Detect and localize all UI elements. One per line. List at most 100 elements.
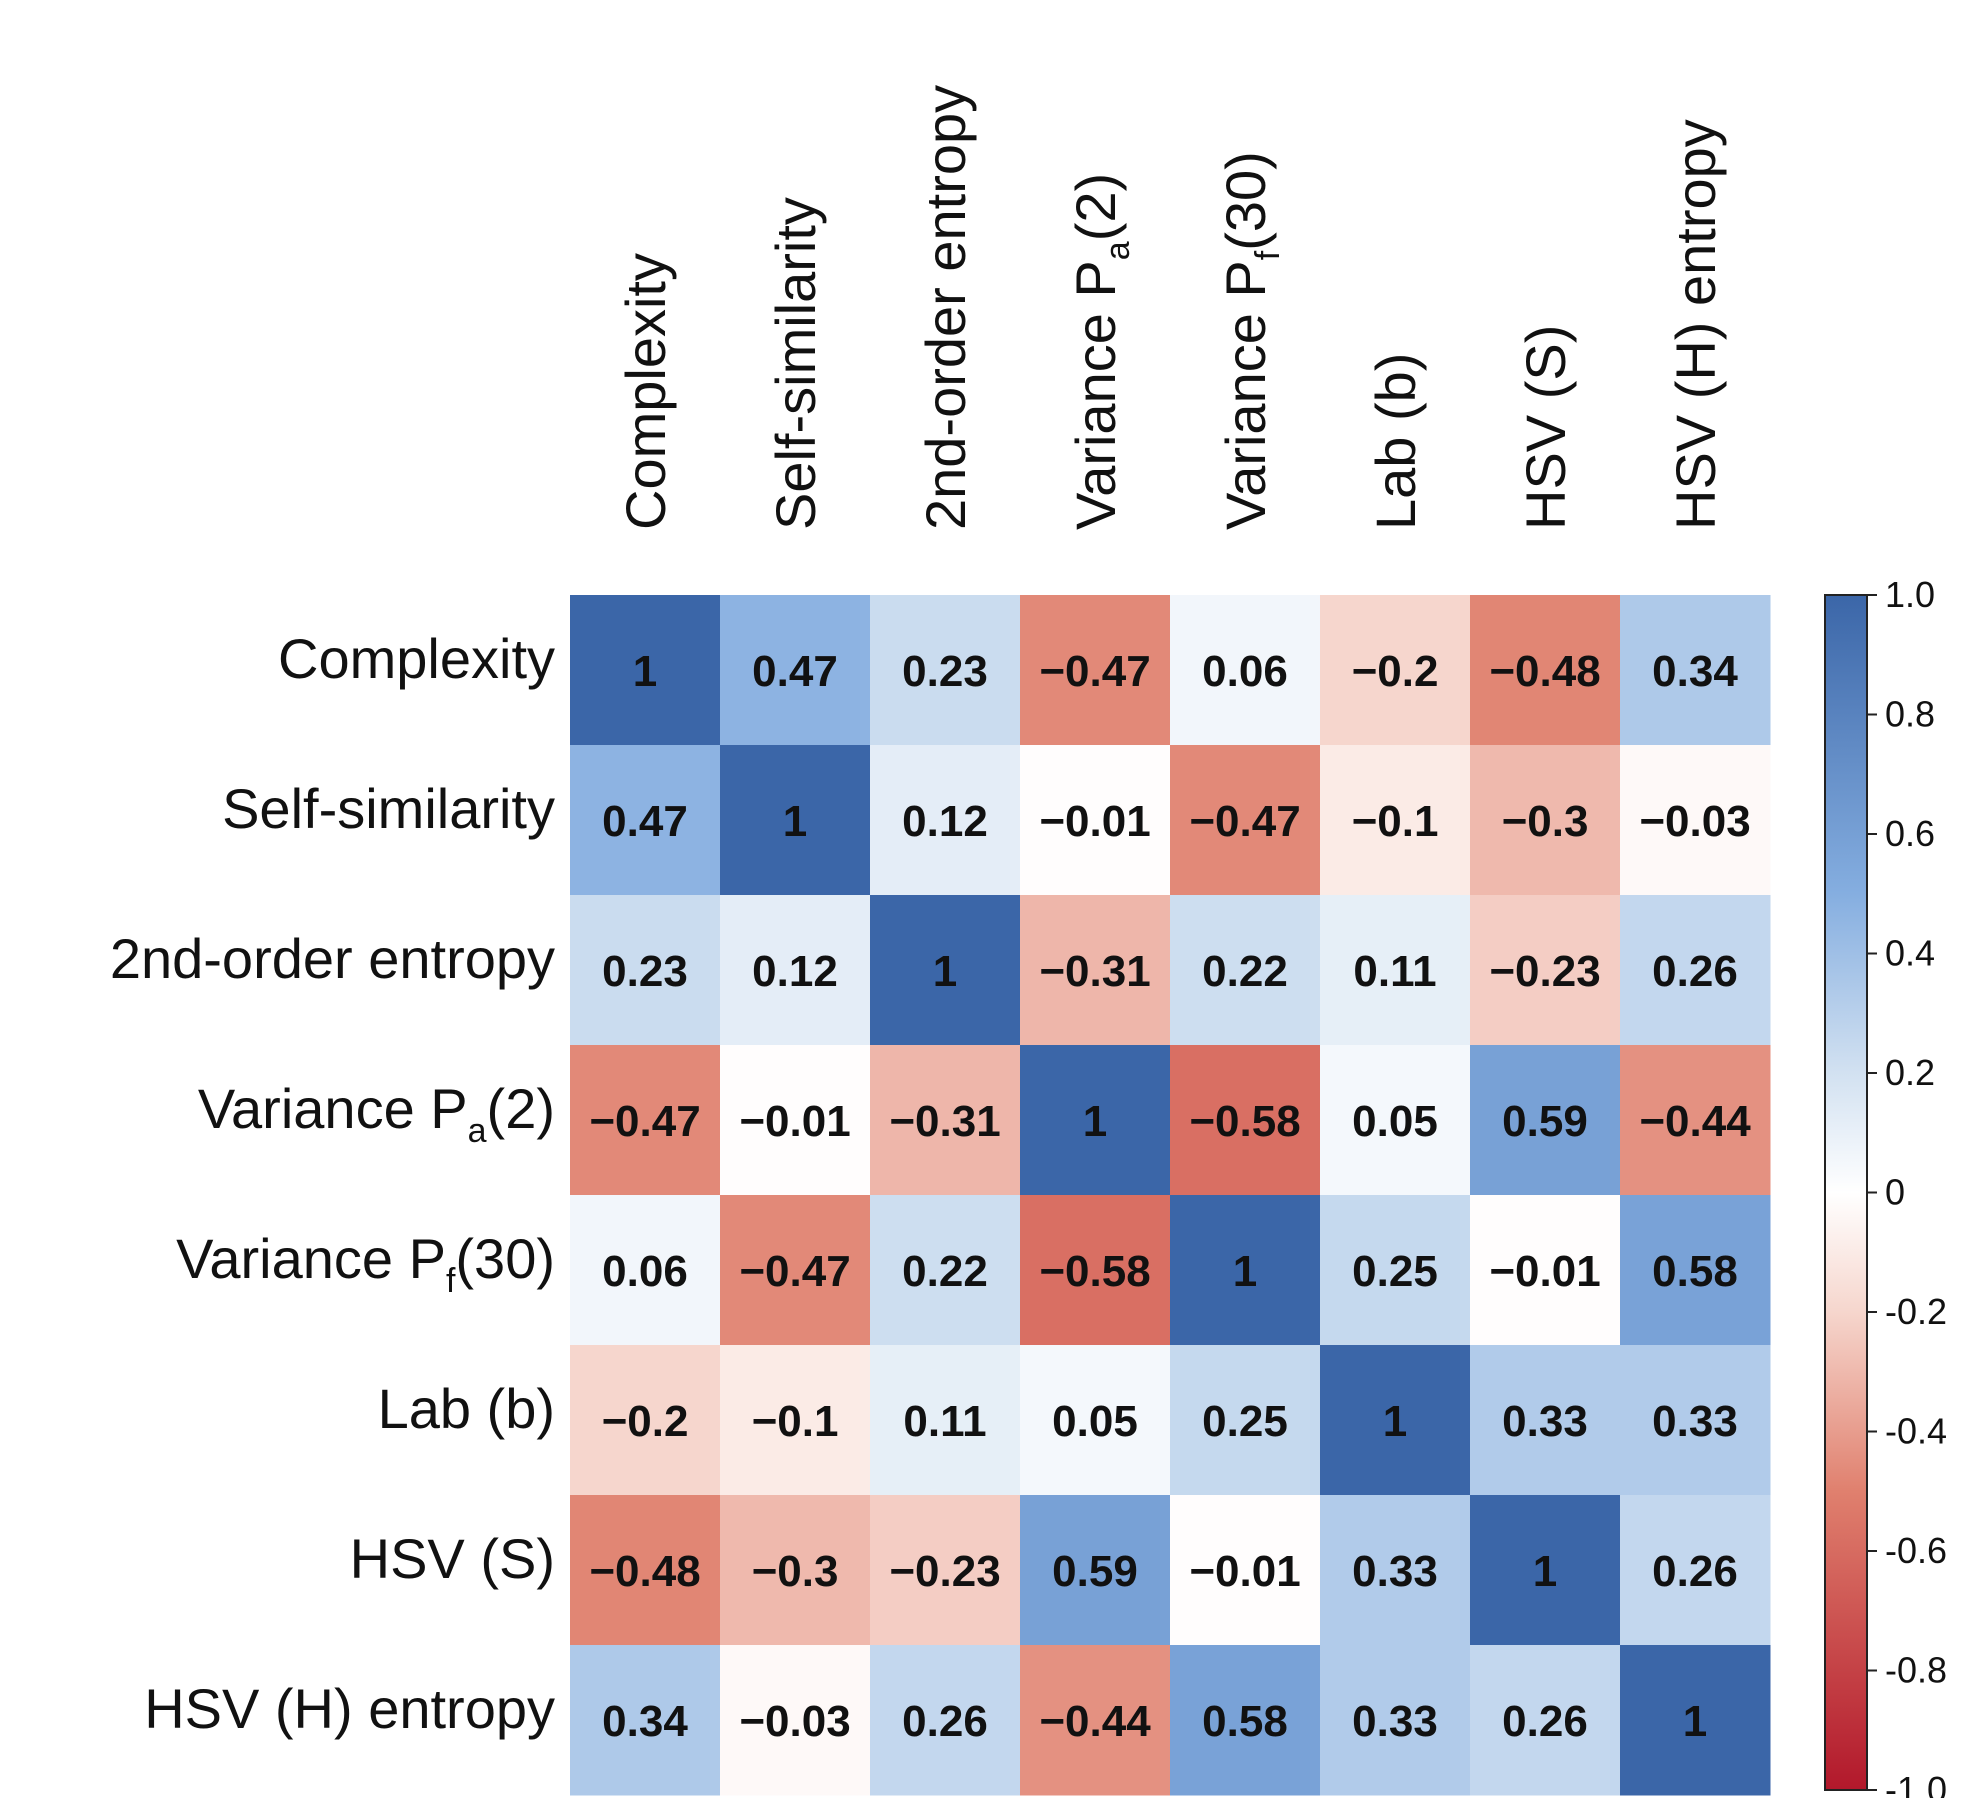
row-label-base-0: Complexity xyxy=(278,627,555,690)
cell-value-r6-c4: −0.01 xyxy=(1189,1547,1300,1596)
colorbar-tick-label-9: -0.8 xyxy=(1885,1650,1947,1691)
heatmap-cell-r1-c7 xyxy=(1620,745,1771,896)
cell-value-r7-c6: 0.26 xyxy=(1502,1697,1588,1746)
heatmap-cell-r7-c0 xyxy=(570,1645,721,1796)
colorbar-tick-label-0: 1.0 xyxy=(1885,574,1935,615)
heatmap-cell-r4-c2 xyxy=(870,1195,1021,1346)
column-label-tail-4: (30) xyxy=(1214,151,1277,251)
heatmap-cell-r3-c4 xyxy=(1170,1045,1321,1196)
heatmap-cell-r5-c4 xyxy=(1170,1345,1321,1496)
heatmap-cell-r3-c7 xyxy=(1620,1045,1771,1196)
row-label-2: 2nd-order entropy xyxy=(110,927,555,990)
heatmap-cell-r6-c6 xyxy=(1470,1495,1621,1646)
column-label-0: Complexity xyxy=(614,253,677,530)
heatmap-cell-r6-c3 xyxy=(1020,1495,1171,1646)
heatmap-cell-r2-c0 xyxy=(570,895,721,1046)
heatmap-cell-labels: 1 0.47 0.23 −0.47 0.06 −0.2 −0.48 0.34 0.47 1 0.12… xyxy=(589,647,1751,1746)
column-label-tail-3: (2) xyxy=(1064,173,1127,241)
column-label-4: Variance Pf(30) xyxy=(1214,151,1287,530)
row-label-subscript-3: a xyxy=(468,1112,487,1150)
heatmap-cell-r5-c5 xyxy=(1320,1345,1471,1496)
cell-value-r5-c6: 0.33 xyxy=(1502,1397,1588,1446)
cell-value-r6-c1: −0.3 xyxy=(752,1547,839,1596)
heatmap-cell-r1-c6 xyxy=(1470,745,1621,896)
heatmap-cell-r3-c6 xyxy=(1470,1045,1621,1196)
column-label-subscript-4: f xyxy=(1249,250,1287,260)
heatmap-cell-r4-c7 xyxy=(1620,1195,1771,1346)
cell-value-r0-c5: −0.2 xyxy=(1352,647,1439,696)
colorbar-tick-label-4: 0.2 xyxy=(1885,1052,1935,1093)
cell-value-r1-c0: 0.47 xyxy=(602,797,688,846)
row-label-tail-3: (2) xyxy=(487,1077,555,1140)
heatmap-cell-r2-c2 xyxy=(870,895,1021,1046)
heatmap-cell-r0-c6 xyxy=(1470,595,1621,746)
heatmap-cell-r5-c6 xyxy=(1470,1345,1621,1496)
heatmap-cell-r5-c2 xyxy=(870,1345,1021,1496)
cell-value-r6-c3: 0.59 xyxy=(1052,1547,1138,1596)
cell-value-r3-c6: 0.59 xyxy=(1502,1097,1588,1146)
cell-value-r1-c3: −0.01 xyxy=(1039,797,1150,846)
cell-value-r3-c7: −0.44 xyxy=(1639,1097,1751,1146)
colorbar-gradient xyxy=(1824,594,1868,1791)
heatmap-cell-r6-c1 xyxy=(720,1495,871,1646)
heatmap-cell-r7-c6 xyxy=(1470,1645,1621,1796)
cell-value-r2-c2: 1 xyxy=(933,947,957,996)
cell-value-r0-c7: 0.34 xyxy=(1652,647,1738,696)
row-label-5: Lab (b) xyxy=(378,1377,555,1440)
heatmap-cell-r6-c0 xyxy=(570,1495,721,1646)
cell-value-r2-c4: 0.22 xyxy=(1202,947,1288,996)
cell-value-r2-c3: −0.31 xyxy=(1039,947,1150,996)
heatmap-cell-r7-c7 xyxy=(1620,1645,1771,1796)
column-label-7: HSV (H) entropy xyxy=(1664,119,1727,530)
cell-value-r4-c7: 0.58 xyxy=(1652,1247,1738,1296)
heatmap-cell-r1-c0 xyxy=(570,745,721,896)
row-labels: Complexity Self-similarity 2nd-order entro… xyxy=(110,627,555,1740)
cell-value-r6-c7: 0.26 xyxy=(1652,1547,1738,1596)
heatmap-cell-r4-c0 xyxy=(570,1195,721,1346)
cell-value-r5-c5: 1 xyxy=(1383,1397,1407,1446)
row-label-4: Variance Pf(30) xyxy=(176,1227,555,1300)
colorbar-tick-label-2: 0.6 xyxy=(1885,813,1935,854)
heatmap-cell-r4-c1 xyxy=(720,1195,871,1346)
cell-value-r6-c6: 1 xyxy=(1533,1547,1557,1596)
heatmap-cell-r3-c1 xyxy=(720,1045,871,1196)
cell-value-r5-c0: −0.2 xyxy=(602,1397,689,1446)
cell-value-r5-c4: 0.25 xyxy=(1202,1397,1288,1446)
row-label-3: Variance Pa(2) xyxy=(198,1077,555,1150)
heatmap-cell-r0-c1 xyxy=(720,595,871,746)
row-label-base-6: HSV (S) xyxy=(350,1527,555,1590)
heatmap-cell-r7-c2 xyxy=(870,1645,1021,1796)
heatmap-cell-r6-c5 xyxy=(1320,1495,1471,1646)
cell-value-r4-c6: −0.01 xyxy=(1489,1247,1600,1296)
heatmap-cell-r5-c0 xyxy=(570,1345,721,1496)
cell-value-r5-c2: 0.11 xyxy=(903,1397,986,1446)
heatmap-cell-r2-c4 xyxy=(1170,895,1321,1046)
cell-value-r6-c2: −0.23 xyxy=(889,1547,1000,1596)
heatmap-cell-r5-c7 xyxy=(1620,1345,1771,1496)
heatmap-cell-r1-c3 xyxy=(1020,745,1171,896)
heatmap-cell-r7-c1 xyxy=(720,1645,871,1796)
row-label-7: HSV (H) entropy xyxy=(144,1677,555,1740)
cell-value-r7-c7: 1 xyxy=(1683,1697,1707,1746)
heatmap-cell-r5-c3 xyxy=(1020,1345,1171,1496)
column-label-5: Lab (b) xyxy=(1364,353,1427,530)
heatmap-cell-r5-c1 xyxy=(720,1345,871,1496)
cell-value-r5-c1: −0.1 xyxy=(752,1397,839,1446)
row-label-6: HSV (S) xyxy=(350,1527,555,1590)
cell-value-r4-c5: 0.25 xyxy=(1352,1247,1438,1296)
cell-value-r4-c3: −0.58 xyxy=(1039,1247,1150,1296)
cell-value-r0-c0: 1 xyxy=(633,647,657,696)
row-label-base-1: Self-similarity xyxy=(222,777,555,840)
cell-value-r7-c4: 0.58 xyxy=(1202,1697,1288,1746)
heatmap-cell-r0-c4 xyxy=(1170,595,1321,746)
cell-value-r0-c3: −0.47 xyxy=(1039,647,1150,696)
cell-value-r3-c1: −0.01 xyxy=(739,1097,850,1146)
heatmap-cell-r3-c5 xyxy=(1320,1045,1471,1196)
cell-value-r7-c0: 0.34 xyxy=(602,1697,688,1746)
cell-value-r3-c0: −0.47 xyxy=(589,1097,700,1146)
colorbar-tick-label-6: -0.2 xyxy=(1885,1291,1947,1332)
row-label-base-4: Variance P xyxy=(176,1227,446,1290)
row-label-base-5: Lab (b) xyxy=(378,1377,555,1440)
cell-value-r4-c0: 0.06 xyxy=(602,1247,688,1296)
colorbar-tick-label-10: -1.0 xyxy=(1885,1769,1947,1798)
